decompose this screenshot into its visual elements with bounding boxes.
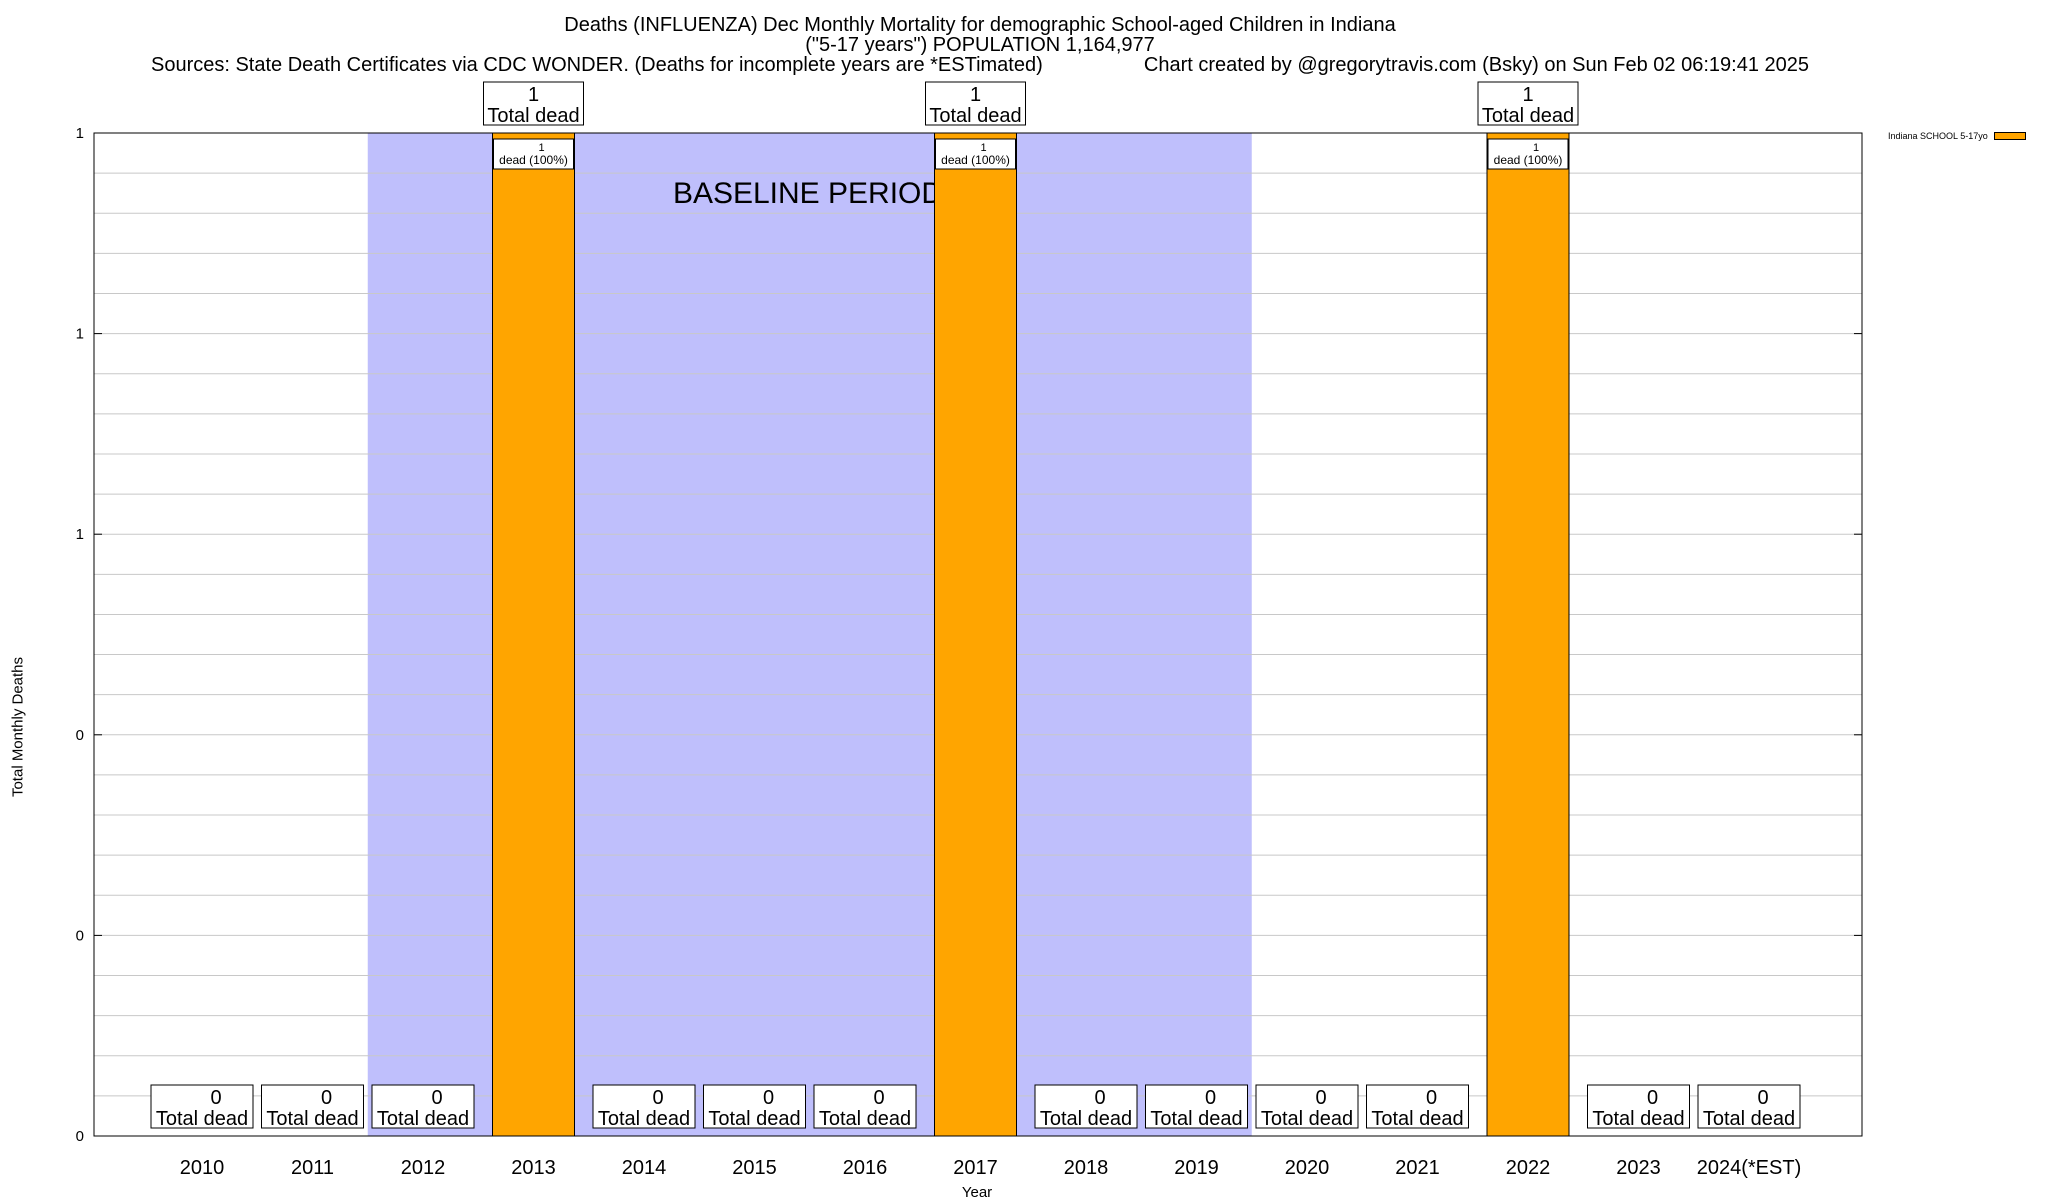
total-label-box [925, 81, 1026, 126]
total-label-box [1034, 1084, 1138, 1129]
total-label-box [483, 81, 584, 126]
chart-title-line2: ("5-17 years") POPULATION 1,164,977 [805, 34, 1155, 56]
segment-label-value: 1 [980, 142, 986, 154]
x-axis-label: Year [961, 1184, 993, 1201]
x-tick-label: 2021 [1395, 1157, 1440, 1179]
segment-label-box [493, 138, 574, 170]
x-tick-label: 2015 [732, 1157, 777, 1179]
segment-label-text: dead (100%) [499, 153, 568, 167]
total-label-box [1366, 1084, 1469, 1129]
total-label-value: 0 [1757, 1087, 1768, 1109]
total-label-text: Total dead [819, 1108, 911, 1130]
y-tick-label: 0 [76, 927, 84, 944]
total-label-box [150, 1084, 254, 1129]
total-label-text: Total dead [1482, 105, 1574, 127]
total-label-value: 0 [763, 1087, 774, 1109]
x-tick-label: 2022 [1506, 1157, 1551, 1179]
y-tick-label: 1 [76, 526, 84, 543]
total-label-value: 0 [873, 1087, 884, 1109]
total-label-value: 1 [970, 84, 981, 106]
total-label-text: Total dead [487, 105, 579, 127]
total-label-box [1477, 81, 1579, 126]
total-label-value: 0 [1094, 1087, 1105, 1109]
x-tick-label: 2024(*EST) [1697, 1157, 1802, 1179]
y-axis-label: Total Monthly Deaths [9, 656, 27, 798]
bar [492, 132, 575, 1137]
total-label-value: 1 [528, 84, 539, 106]
legend: Indiana SCHOOL 5-17yo [1888, 131, 2026, 141]
total-label-text: Total dead [598, 1108, 690, 1130]
segment-label-text: dead (100%) [1494, 153, 1563, 167]
total-label-box [703, 1084, 806, 1129]
segment-label-text: dead (100%) [941, 153, 1010, 167]
total-label-box [371, 1084, 475, 1129]
total-label-value: 0 [1647, 1087, 1658, 1109]
segment-label-value: 1 [538, 142, 544, 154]
y-tick-label: 1 [76, 125, 84, 142]
total-label-text: Total dead [377, 1108, 469, 1130]
total-label-text: Total dead [708, 1108, 800, 1130]
segment-label-value: 1 [1533, 142, 1539, 154]
total-label-value: 0 [1315, 1087, 1326, 1109]
legend-label: Indiana SCHOOL 5-17yo [1888, 131, 1988, 141]
total-label-value: 0 [1205, 1087, 1216, 1109]
x-tick-label: 2019 [1174, 1157, 1219, 1179]
bar [934, 132, 1017, 1137]
x-tick-label: 2013 [511, 1157, 556, 1179]
total-label-box [1587, 1084, 1690, 1129]
baseline-period-label: BASELINE PERIOD [673, 177, 943, 210]
total-label-value: 0 [1426, 1087, 1437, 1109]
x-tick-label: 2018 [1064, 1157, 1109, 1179]
plot-border [93, 132, 1863, 1137]
total-label-text: Total dead [1703, 1108, 1795, 1130]
total-label-box [592, 1084, 696, 1129]
x-tick-label: 2014 [622, 1157, 667, 1179]
total-label-value: 0 [652, 1087, 663, 1109]
x-tick-label: 2017 [953, 1157, 998, 1179]
total-label-value: 0 [431, 1087, 442, 1109]
total-label-text: Total dead [1150, 1108, 1242, 1130]
total-label-text: Total dead [929, 105, 1021, 127]
total-label-text: Total dead [1261, 1108, 1353, 1130]
total-label-text: Total dead [156, 1108, 248, 1130]
total-label-text: Total dead [1592, 1108, 1684, 1130]
total-label-value: 0 [210, 1087, 221, 1109]
total-label-text: Total dead [1371, 1108, 1463, 1130]
chart-subtitle: Sources: State Death Certificates via CD… [0, 55, 1960, 75]
bar [1486, 132, 1570, 1137]
legend-swatch [1993, 132, 2026, 140]
segment-label-box [1487, 138, 1569, 170]
total-label-box [1255, 1084, 1359, 1129]
total-label-box [1697, 1084, 1801, 1129]
x-tick-label: 2020 [1285, 1157, 1330, 1179]
y-tick-label: 1 [76, 326, 84, 343]
sources-text: Sources: State Death Certificates via CD… [150, 54, 1043, 76]
total-label-box [261, 1084, 364, 1129]
total-label-text: Total dead [266, 1108, 358, 1130]
x-tick-label: 2010 [180, 1157, 225, 1179]
y-tick-label: 0 [76, 727, 84, 744]
total-label-box [813, 1084, 917, 1129]
y-tick-label: 0 [76, 1128, 84, 1145]
total-label-text: Total dead [1040, 1108, 1132, 1130]
x-tick-label: 2012 [401, 1157, 446, 1179]
credit-text: Chart created by @gregorytravis.com (Bsk… [1143, 54, 1809, 76]
total-label-value: 1 [1522, 84, 1533, 106]
x-tick-label: 2011 [291, 1157, 334, 1179]
total-label-value: 0 [321, 1087, 332, 1109]
total-label-box [1145, 1084, 1248, 1129]
x-tick-label: 2023 [1616, 1157, 1661, 1179]
chart-title-line1: Deaths (INFLUENZA) Dec Monthly Mortality… [564, 14, 1396, 36]
x-tick-label: 2016 [843, 1157, 888, 1179]
segment-label-box [935, 138, 1016, 170]
